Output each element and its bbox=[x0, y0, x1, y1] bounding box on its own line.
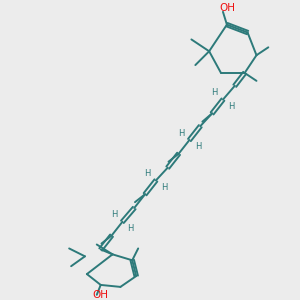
Text: H: H bbox=[145, 169, 151, 178]
Text: H: H bbox=[111, 210, 117, 219]
Text: H: H bbox=[212, 88, 218, 97]
Text: H: H bbox=[161, 183, 167, 192]
Text: H: H bbox=[178, 129, 184, 138]
Text: OH: OH bbox=[93, 290, 109, 300]
Text: H: H bbox=[195, 142, 201, 151]
Text: OH: OH bbox=[219, 3, 235, 13]
Text: H: H bbox=[228, 102, 235, 111]
Text: H: H bbox=[128, 224, 134, 233]
